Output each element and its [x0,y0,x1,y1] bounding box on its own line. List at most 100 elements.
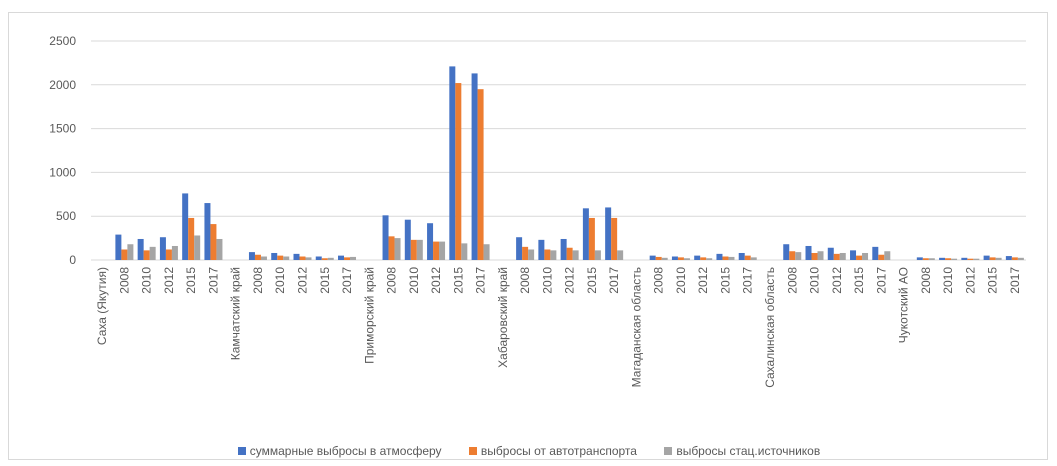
bar [588,217,595,260]
x-tick-label: 2010 [273,267,287,294]
bar [449,66,456,261]
bar [471,73,478,260]
bar [839,252,846,260]
bar [350,256,357,260]
bar [404,219,411,260]
bar [611,217,618,260]
bar [856,255,863,260]
bar [582,208,589,260]
x-tick-label: 2017 [741,267,755,294]
bar [811,252,818,260]
bar [973,258,980,260]
bar [744,255,751,260]
bar [327,257,334,260]
bar [338,255,345,260]
x-tick-label: 2012 [563,267,577,294]
bar [382,215,389,260]
bar [516,237,523,260]
bar [544,249,551,260]
x-tick-label: Сахалинская область [763,267,777,388]
bar [344,257,351,260]
x-tick-label: 2010 [540,267,554,294]
x-tick-label: 2008 [251,267,265,294]
bar [477,89,484,261]
x-tick-label: Камчатский край [229,267,243,360]
bar [216,238,223,260]
chart-frame: 0 500 1000 1500 2000 2500 Саха (Якутия) 2008 20… [8,12,1048,460]
bar [572,250,579,260]
x-tick-label: 2010 [674,267,688,294]
x-tick-label: Чукотский АО [897,267,911,343]
x-tick-label: 2008 [385,267,399,294]
x-tick-label: 2010 [808,267,822,294]
bar [137,238,144,260]
x-tick-label: Магаданская область [629,267,643,387]
bar [210,224,217,260]
x-tick-label: 2017 [1008,267,1022,294]
x-tick-label: 2015 [986,267,1000,294]
legend-label-stationary: выбросы стац.источников [676,443,821,458]
y-tick-label: 2000 [49,78,76,92]
bars [115,66,1024,261]
bar [271,252,278,260]
bar [182,193,189,260]
x-tick-label: 2017 [206,267,220,294]
bar [884,251,891,260]
bar [315,256,322,260]
bar [827,247,834,260]
x-tick-label: 2012 [963,267,977,294]
bar [121,249,128,260]
bar [683,258,690,260]
bar [928,258,935,260]
bar [461,243,468,260]
bar [916,257,923,260]
bar [967,258,974,260]
x-tick-label: 2012 [830,267,844,294]
y-tick-label: 1500 [49,122,76,136]
bar [995,257,1002,260]
bar [671,256,678,260]
bar [165,249,172,260]
x-tick-label: 2010 [140,267,154,294]
legend-label-transport: выбросы от автотранспорта [480,443,637,458]
bar [783,244,790,260]
legend-item-transport: выбросы от автотранспорта [468,443,637,458]
x-tick-label: 2015 [852,267,866,294]
bar [522,246,529,260]
y-tick-label: 1000 [49,165,76,179]
bar [951,258,958,260]
bar [115,234,122,260]
x-tick-label: 2010 [407,267,421,294]
x-axis-ticks: Саха (Якутия) 2008 2010 2012 2015 2017 Камчатс… [95,267,1022,388]
bar [722,256,729,260]
bar [706,258,713,260]
x-tick-label: 2017 [607,267,621,294]
bar [750,257,757,260]
x-tick-label: 2008 [785,267,799,294]
x-tick-label: 2015 [585,267,599,294]
x-tick-label: 2015 [451,267,465,294]
bar [410,239,417,260]
bar [194,235,201,260]
bar [617,250,624,260]
bar [394,238,401,260]
bar [989,257,996,260]
chart-plot: 0 500 1000 1500 2000 2500 Саха (Якутия) 2008 20… [49,34,1026,388]
bar [716,253,723,260]
legend-label-total: суммарные выбросы в атмосферу [249,443,442,458]
bar [878,254,885,260]
bar [728,256,735,260]
bar [594,250,601,260]
x-tick-label: Хабаровский край [496,267,510,368]
bar [850,250,857,260]
bar [188,217,195,260]
bar [1017,257,1024,260]
bar [293,253,300,260]
x-tick-label: 2017 [340,267,354,294]
bar [945,258,952,260]
bar [560,238,567,260]
bar [700,257,707,260]
bar [983,255,990,260]
y-axis-ticks: 0 500 1000 1500 2000 2500 [49,34,76,267]
x-tick-label: Саха (Якутия) [95,267,109,345]
